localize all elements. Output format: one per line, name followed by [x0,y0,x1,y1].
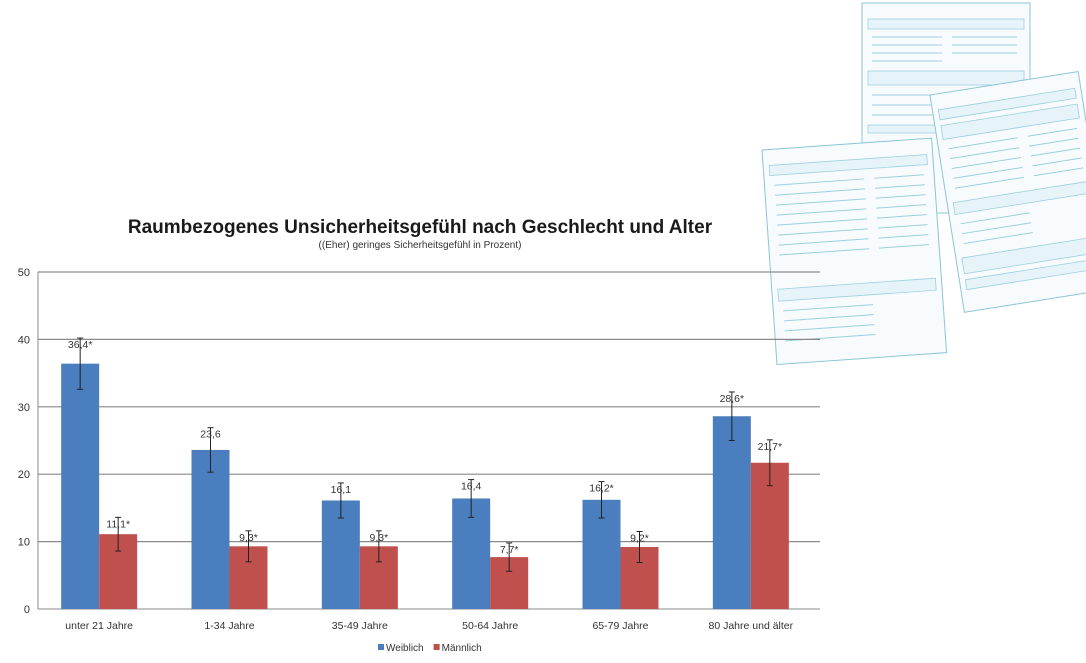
y-tick-label: 10 [18,537,30,549]
bar-weiblich [61,363,100,609]
gridlines [37,271,820,610]
data-labels: 36,4* 11,1* 23,6 9,3* 16,1 9,3* 16,4 7,7* 16,2* 9… [68,339,782,556]
x-axis-categories: unter 21 Jahre 1-34 Jahre 35-49 Jahre 50-64… [65,620,793,632]
bar-weiblich [712,416,751,609]
data-label: 16,4 [461,481,482,493]
y-tick-label: 30 [18,402,30,414]
category-label: 35-49 Jahre [332,620,388,632]
bar-weiblich [321,500,360,609]
y-tick-label: 20 [18,469,30,481]
chart-title: Raumbezogenes Unsicherheitsgefühl nach G… [128,217,713,238]
category-label: unter 21 Jahre [65,620,133,632]
data-label: 11,1* [106,518,130,530]
y-tick-label: 40 [18,334,30,346]
error-bars [77,337,773,572]
legend-label: Weiblich [386,643,424,654]
category-label: 80 Jahre und älter [709,620,794,632]
data-label: 9,3* [239,532,258,544]
y-tick-label: 0 [24,604,30,616]
category-label: 50-64 Jahre [462,620,518,632]
y-tick-label: 50 [18,267,30,279]
data-label: 28,6* [720,393,745,405]
data-label: 21,7* [758,441,783,453]
legend-swatch [378,644,384,650]
bars [61,363,789,609]
legend-swatch [433,644,440,650]
legend: Weiblich Männlich [378,643,482,654]
data-label: 16,1 [331,484,352,496]
data-label: 16,2* [589,483,614,495]
chart-subtitle: ((Eher) geringes Sicherheitsgefühl in Pr… [319,240,522,251]
data-label: 9,3* [369,532,388,544]
y-axis-ticks: 0 10 20 30 40 50 [18,267,30,616]
data-label: 7,7* [500,544,519,556]
category-label: 65-79 Jahre [592,620,648,632]
legend-label: Männlich [442,643,482,654]
data-label: 23,6 [200,429,221,441]
bar-männlich [750,462,789,609]
data-label: 9,2* [630,532,649,544]
data-label: 36,4* [68,339,93,351]
bar-weiblich [191,449,230,609]
category-label: 1-34 Jahre [204,620,254,632]
questionnaire-thumbnails-image [761,2,1086,366]
